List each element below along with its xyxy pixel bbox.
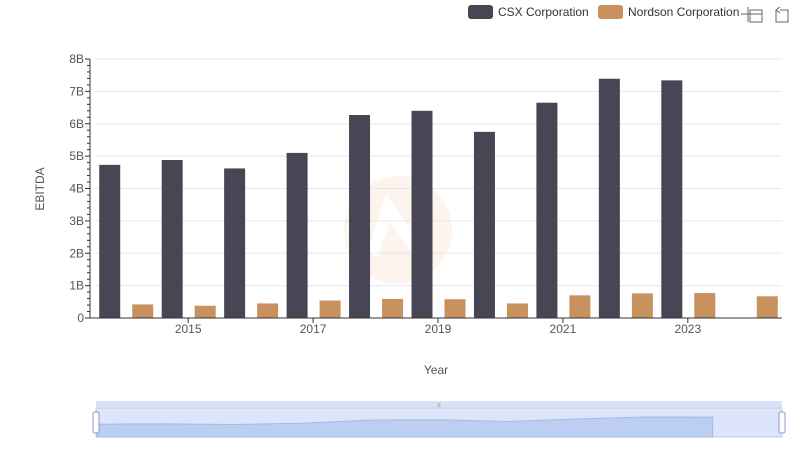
y-tick-label: 4B	[69, 182, 84, 196]
bar-csx-2015[interactable]	[161, 160, 183, 318]
slider-handle-left[interactable]	[92, 411, 100, 434]
zoom-reset-icon[interactable]	[775, 6, 789, 23]
y-tick-label: 2B	[69, 246, 84, 260]
bar-nordson-2020[interactable]	[506, 303, 528, 318]
x-tick-label: 2017	[300, 322, 327, 336]
bar-csx-2022[interactable]	[598, 78, 620, 318]
x-axis-title: Year	[424, 363, 448, 377]
legend-label-csx: CSX Corporation	[498, 5, 589, 19]
y-tick-label: 1B	[69, 279, 84, 293]
legend: CSX Corporation Nordson Corporation	[468, 5, 739, 19]
bar-csx-2021[interactable]	[536, 102, 558, 318]
bar-csx-2020[interactable]	[473, 131, 495, 318]
slider-top-bar[interactable]	[96, 401, 782, 408]
bar-nordson-2014[interactable]	[132, 304, 154, 318]
slider-preview-area	[96, 416, 714, 438]
x-tick-label: 2015	[175, 322, 202, 336]
x-tick-label: 2019	[425, 322, 452, 336]
x-tick-label: 2023	[674, 322, 701, 336]
bar-csx-2017[interactable]	[286, 152, 308, 318]
bar-nordson-2017[interactable]	[319, 300, 341, 318]
x-axis: 2015 2017 2019 2021 2023	[90, 317, 782, 336]
legend-swatch-nordson	[598, 5, 623, 19]
y-tick-label: 6B	[69, 117, 84, 131]
bar-csx-2016[interactable]	[224, 168, 246, 318]
data-zoom-slider[interactable]: ≡	[92, 401, 786, 438]
x-tick-label: 2021	[550, 322, 577, 336]
slider-selection[interactable]	[96, 408, 782, 437]
y-tick-label: 5B	[69, 149, 84, 163]
y-tick-label: 8B	[69, 52, 84, 66]
slider-grip-icon: ≡	[437, 403, 441, 409]
legend-item-csx[interactable]: CSX Corporation	[468, 5, 589, 19]
bar-csx-2023[interactable]	[661, 80, 683, 319]
bar-nordson-2022[interactable]	[631, 293, 653, 318]
bar-nordson-2015[interactable]	[194, 305, 216, 318]
y-axis-title: EBITDA	[33, 167, 47, 210]
y-tick-label: 7B	[69, 84, 84, 98]
legend-swatch-csx	[468, 5, 493, 19]
bar-nordson-2023[interactable]	[694, 293, 716, 318]
zoom-in-icon[interactable]	[741, 7, 763, 23]
slider-handle-right[interactable]	[778, 411, 786, 434]
y-axis: 0 1B 2B 3B 4B 5B 6B 7B 8B	[69, 52, 91, 325]
bar-nordson-2016[interactable]	[257, 303, 279, 318]
bar-csx-2019[interactable]	[411, 110, 433, 318]
bars	[99, 78, 778, 319]
legend-item-nordson[interactable]: Nordson Corporation	[598, 5, 739, 19]
y-tick-label: 3B	[69, 214, 84, 228]
bar-csx-2014[interactable]	[99, 164, 121, 318]
bar-nordson-2021[interactable]	[569, 295, 591, 318]
legend-label-nordson: Nordson Corporation	[628, 5, 739, 19]
y-tick-label: 0	[77, 311, 84, 325]
bar-nordson-2024[interactable]	[756, 296, 778, 318]
bar-csx-2018[interactable]	[349, 115, 371, 318]
bar-nordson-2018[interactable]	[382, 298, 404, 318]
bar-nordson-2019[interactable]	[444, 299, 466, 318]
